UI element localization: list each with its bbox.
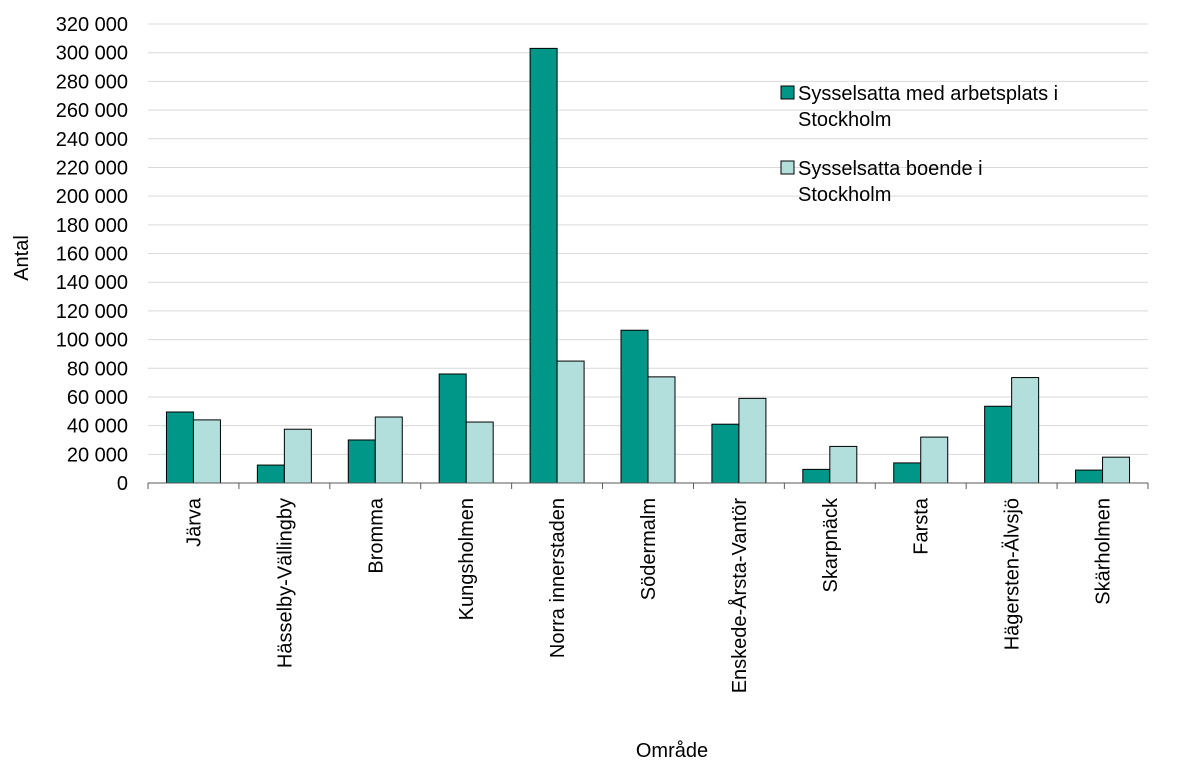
bar-workplace (529, 47, 558, 484)
y-tick-label: 20 000 (67, 444, 128, 466)
x-category-labels: Järva Hässelby-Vällingby Bromma Kungsholmen… (183, 497, 1114, 693)
bar-resident (1102, 456, 1131, 484)
y-tick-label: 80 000 (67, 358, 128, 380)
legend-label: Sysselsatta boende i (798, 158, 983, 180)
bar-resident (465, 421, 494, 484)
bar-resident (192, 419, 221, 484)
bar-resident (920, 436, 949, 484)
legend-swatch (780, 160, 795, 175)
y-tick-label: 160 000 (56, 244, 128, 266)
x-category-label: Bromma (365, 497, 387, 573)
y-tick-label: 220 000 (56, 157, 128, 179)
bar-resident (738, 397, 767, 484)
y-tick-label: 0 (117, 473, 128, 495)
bar-workplace (893, 462, 922, 484)
bar-workplace (711, 423, 740, 484)
legend-label: Stockholm (798, 184, 891, 206)
y-tick-label: 240 000 (56, 129, 128, 151)
legend-label: Sysselsatta med arbetsplats i (798, 83, 1058, 105)
y-tick-label: 320 000 (56, 14, 128, 36)
x-category-label: Södermalm (638, 498, 660, 600)
legend-label: Stockholm (798, 109, 891, 131)
bar-workplace (165, 411, 194, 484)
bar-workplace (347, 439, 376, 484)
x-axis-title: Område (636, 740, 708, 762)
bar-workplace (1075, 469, 1104, 484)
legend: Sysselsatta med arbetsplats i Stockholm Sy… (780, 83, 1058, 206)
y-tick-label: 180 000 (56, 215, 128, 237)
y-tick-label: 300 000 (56, 43, 128, 65)
x-category-label: Norra innerstaden (547, 498, 569, 658)
y-tick-label: 280 000 (56, 71, 128, 93)
bar-workplace (438, 373, 467, 484)
bar-workplace (620, 329, 649, 484)
bar-resident (829, 445, 858, 484)
y-axis-title: Antal (11, 235, 33, 281)
x-category-label: Enskede-Årsta-Vantör (728, 498, 751, 694)
bar-resident (374, 416, 403, 484)
y-tick-label: 260 000 (56, 100, 128, 122)
bar-resident (556, 360, 585, 484)
x-axis (147, 482, 1149, 489)
x-category-label: Skärholmen (1093, 498, 1115, 605)
bars (165, 47, 1131, 484)
y-tick-label: 40 000 (67, 416, 128, 438)
y-tick-label: 140 000 (56, 272, 128, 294)
y-tick-label: 200 000 (56, 186, 128, 208)
y-tick-label: 100 000 (56, 330, 128, 352)
bar-workplace (984, 405, 1013, 484)
bar-resident (1011, 377, 1040, 484)
y-tick-label: 120 000 (56, 301, 128, 323)
x-category-label: Hägersten-Älvsjö (1002, 498, 1024, 650)
x-category-label: Hässelby-Vällingby (274, 498, 296, 668)
y-tick-label: 60 000 (67, 387, 128, 409)
x-category-label: Järva (183, 497, 205, 547)
x-category-label: Farsta (911, 497, 933, 555)
bar-resident (647, 376, 676, 484)
bar-workplace (802, 468, 831, 484)
legend-swatch (780, 85, 795, 100)
x-category-label: Kungsholmen (456, 498, 478, 620)
y-tick-labels: 0 20 000 40 000 60 000 80 000 100 000 120 000 1… (56, 14, 128, 495)
x-category-label: Skarpnäck (820, 497, 842, 592)
bar-workplace (256, 464, 285, 484)
bar-resident (283, 428, 312, 484)
